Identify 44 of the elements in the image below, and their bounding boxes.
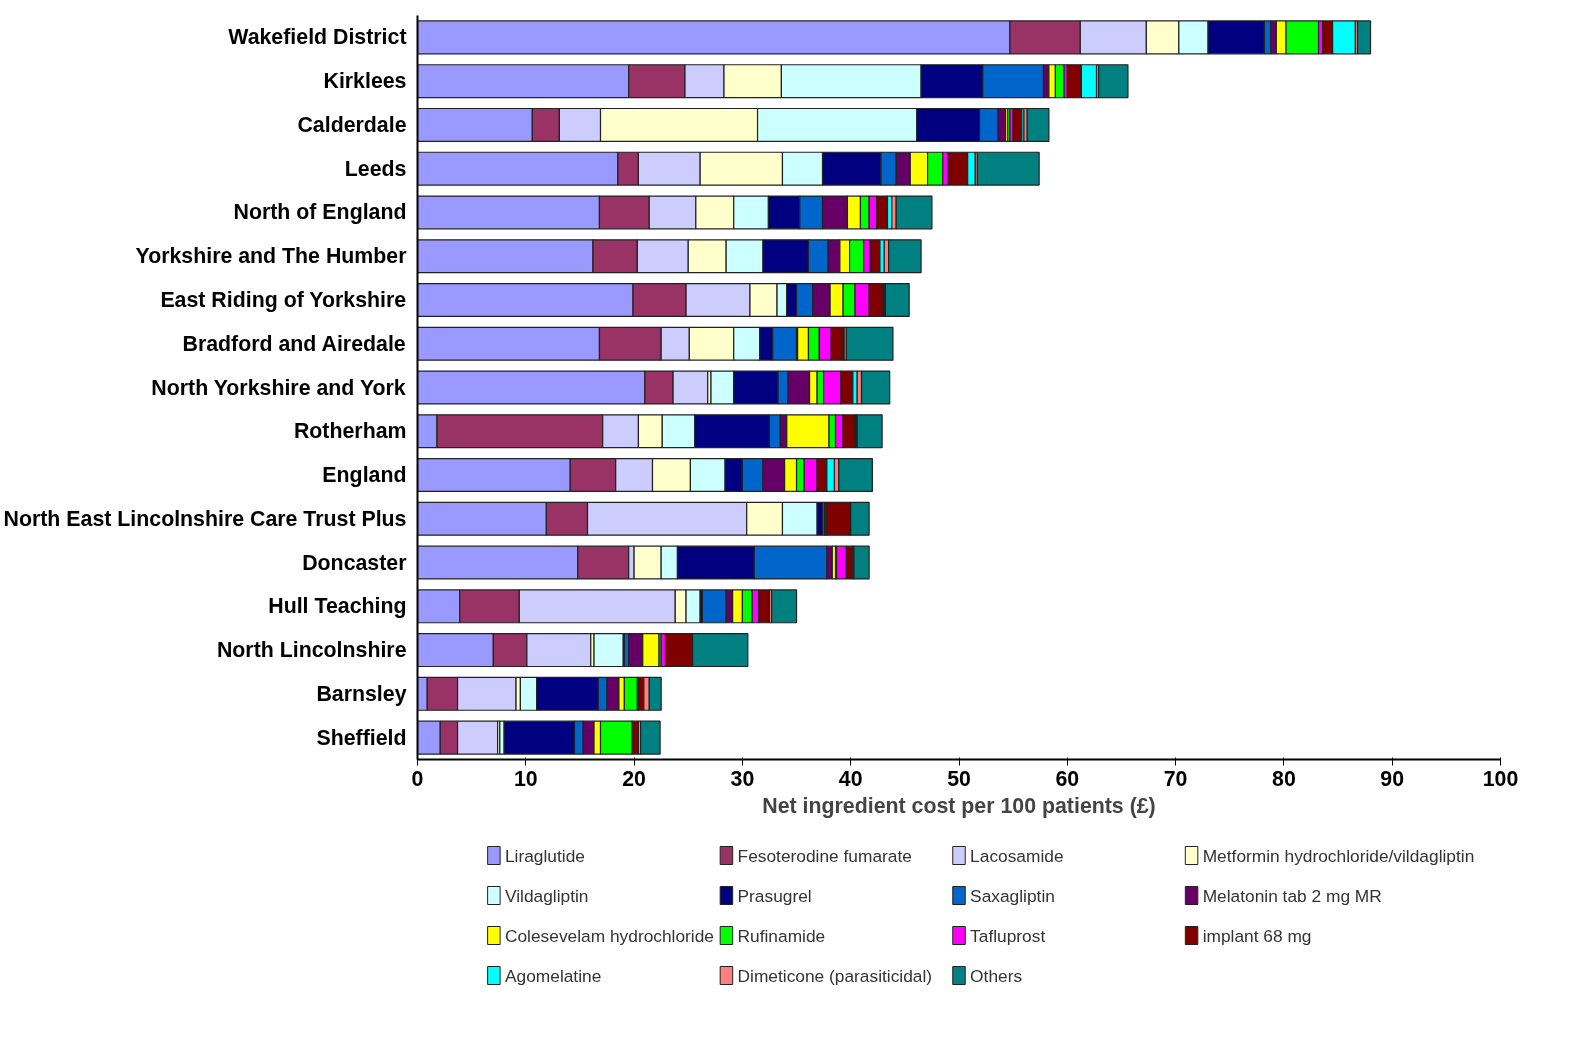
legend-label: Colesevelam hydrochloride (504, 925, 714, 946)
legend-label: Melatonin tab 2 mg MR (1202, 885, 1382, 906)
y-tick-label: Kirklees (323, 69, 407, 94)
legend-label: Dimeticone (parasiticidal) (737, 965, 933, 986)
x-tick-label: 0 (411, 766, 424, 791)
x-tick-label: 40 (838, 766, 863, 791)
y-tick-label: Yorkshire and The Humber (135, 244, 407, 269)
x-tick-label: 90 (1380, 766, 1405, 791)
y-tick-label: Bradford and Airedale (182, 331, 406, 356)
x-tick-label: 80 (1272, 766, 1296, 791)
legend-label: Rufinamide (737, 925, 826, 946)
x-tick-label: 50 (947, 766, 971, 791)
y-tick-label: East Riding of Yorkshire (160, 287, 407, 312)
legend-label: Fesoterodine fumarate (737, 845, 912, 866)
y-tick-label: Sheffield (316, 725, 407, 750)
x-tick-label: 20 (622, 766, 646, 791)
y-tick-label: Rotherham (293, 419, 407, 444)
y-tick-label: Wakefield District (228, 25, 407, 50)
y-tick-label: Barnsley (316, 681, 407, 706)
x-tick-label: 60 (1055, 766, 1080, 791)
legend-label: Agomelatine (504, 965, 602, 986)
y-tick-label: Doncaster (302, 550, 407, 575)
legend-label: Saxagliptin (970, 885, 1055, 906)
y-tick-label: North of England (233, 200, 407, 225)
y-tick-label: North Yorkshire and York (151, 375, 406, 400)
x-tick-label: 70 (1163, 766, 1188, 791)
x-tick-label: 100 (1482, 766, 1519, 791)
y-tick-label: North Lincolnshire (216, 638, 407, 663)
x-tick-label: 30 (730, 766, 755, 791)
legend-label: Tafluprost (970, 925, 1046, 946)
y-tick-label: Leeds (344, 156, 407, 181)
x-tick-label: 10 (513, 766, 538, 791)
legend-label: Lacosamide (970, 845, 1064, 866)
y-tick-label: Calderdale (297, 112, 407, 137)
legend-label: Liraglutide (504, 845, 585, 866)
legend-label: Vildagliptin (504, 885, 589, 906)
y-tick-label: North East Lincolnshire Care Trust Plus (3, 506, 407, 531)
legend-label: implant 68 mg (1202, 925, 1312, 946)
legend-label: Metformin hydrochloride/vildagliptin (1202, 845, 1475, 866)
legend-label: Others (970, 965, 1023, 986)
y-tick-label: England (322, 463, 407, 488)
y-tick-label: Hull Teaching (268, 594, 407, 619)
x-axis-title: Net ingredient cost per 100 patients (£) (762, 793, 1156, 818)
legend-label: Prasugrel (737, 885, 812, 906)
